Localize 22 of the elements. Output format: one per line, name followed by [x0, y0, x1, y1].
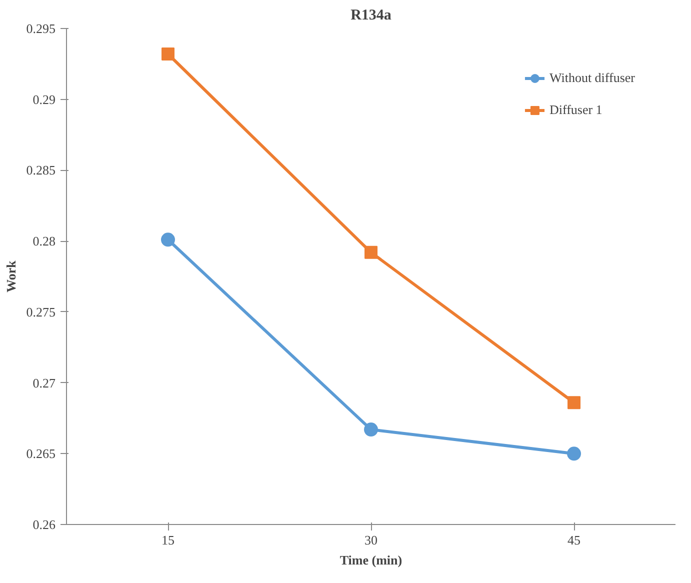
y-tick-label: 0.275: [26, 304, 56, 320]
y-tick-label: 0.295: [26, 21, 56, 36]
point: [364, 246, 378, 259]
x-tick-label: 15: [162, 532, 174, 548]
point: [567, 446, 581, 461]
y-tick-label: 0.26: [32, 517, 56, 532]
point: [161, 232, 175, 247]
point: [364, 422, 378, 437]
chart-title: R134a: [350, 8, 392, 24]
legend-label: Diffuser 1: [549, 102, 602, 118]
y-tick-label: 0.27: [32, 375, 56, 390]
y-tick-label: 0.28: [32, 234, 56, 249]
point: [568, 396, 580, 410]
x-tick-label: 30: [364, 532, 378, 548]
legend-label: Without diffuser: [549, 70, 635, 86]
x-axis-title: Time (min): [340, 552, 402, 568]
y-tick-label: 0.265: [26, 446, 56, 462]
x-tick-label: 45: [568, 532, 580, 548]
y-axis-title: Work: [3, 260, 18, 292]
point: [162, 48, 174, 61]
y-tick-label: 0.285: [26, 162, 56, 178]
y-tick-label: 0.29: [32, 92, 56, 107]
